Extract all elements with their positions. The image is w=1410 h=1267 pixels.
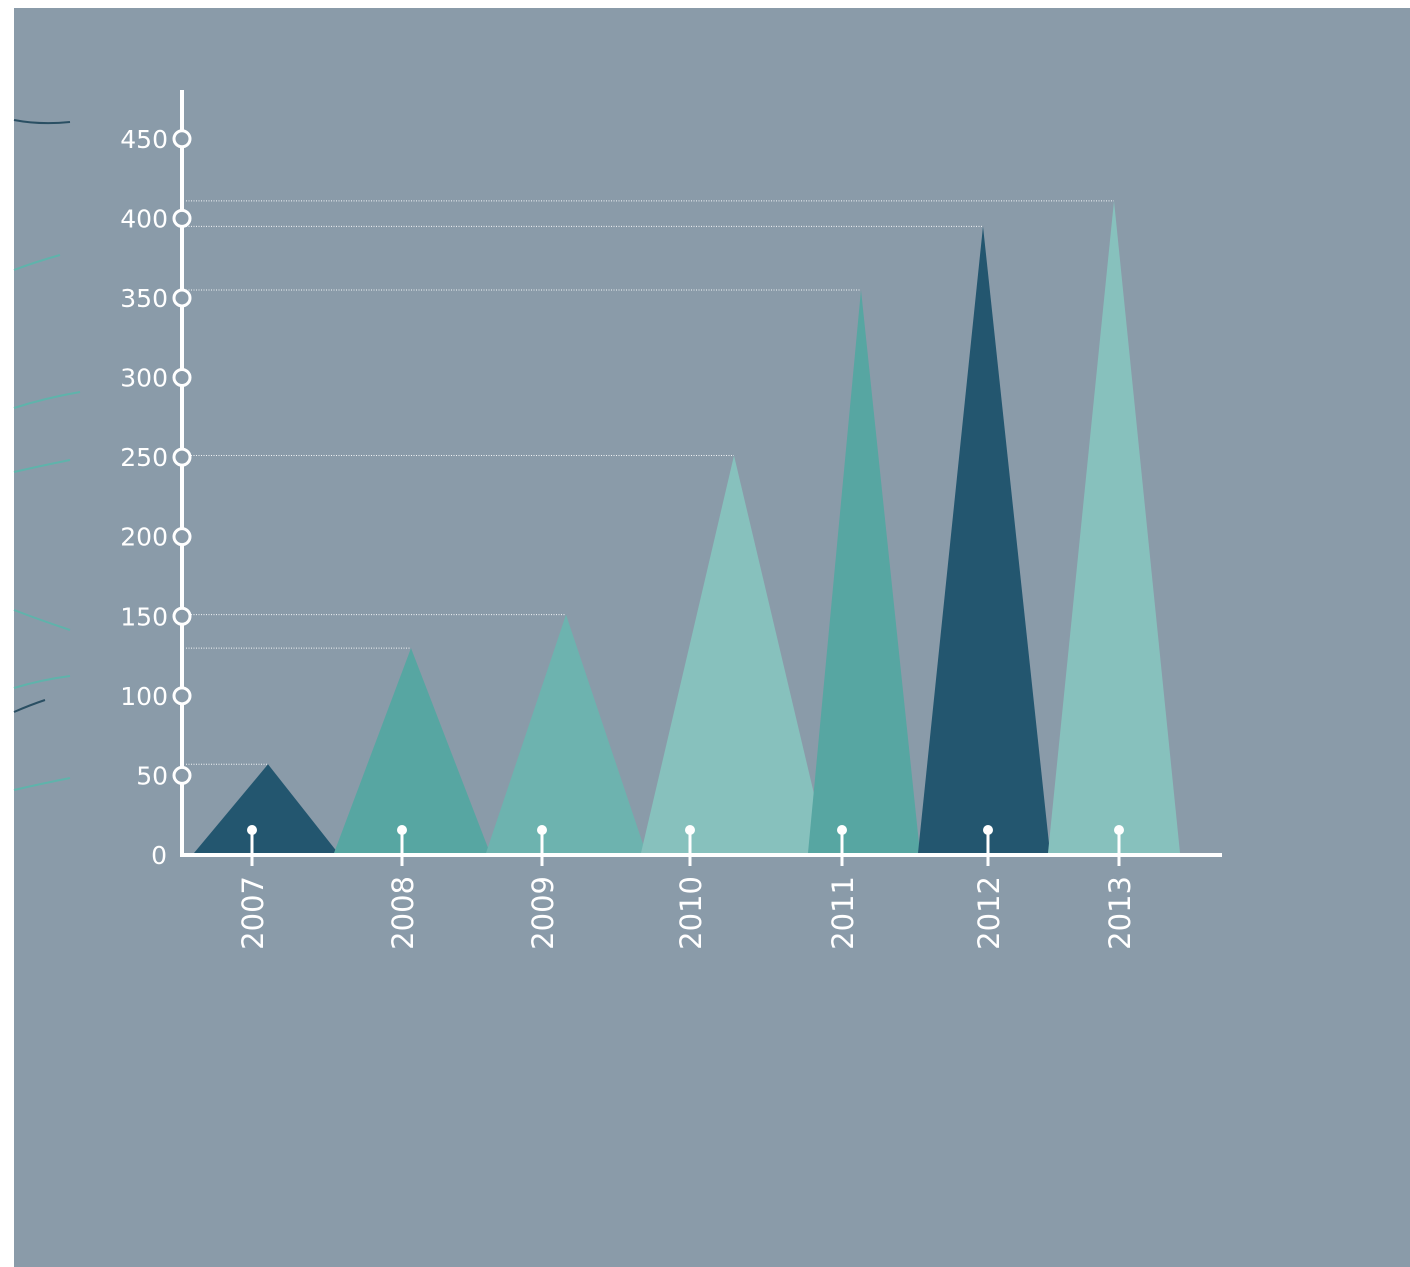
decorative-curves [13, 119, 81, 791]
y-tick-label-50: 50 [136, 761, 168, 790]
x-axis-ticks: 2007 2008 2009 2010 2011 2012 2013 [236, 825, 1137, 950]
y-axis-ticks: 0 50 100 150 200 250 300 350 400 450 [120, 125, 192, 870]
x-tick-dot-2009 [537, 825, 547, 835]
y-tick-marker-250 [172, 447, 192, 467]
y-tick-label-0: 0 [151, 841, 167, 870]
triangle-2010 [641, 455, 828, 853]
triangle-2008 [334, 648, 490, 853]
value-guide-lines [186, 200, 1114, 765]
x-tick-label-2010: 2010 [674, 876, 708, 950]
decor-curve-8 [13, 777, 71, 791]
y-tick-marker-450 [172, 129, 192, 149]
x-tick-label-2008: 2008 [386, 876, 420, 950]
triangle-2012 [918, 226, 1050, 853]
decor-curve-1 [13, 119, 71, 125]
x-tick-dot-2012 [983, 825, 993, 835]
triangle-2013 [1048, 200, 1180, 853]
decor-curve-5 [13, 609, 71, 631]
decor-curve-2 [13, 254, 61, 271]
decor-curve-7 [13, 699, 46, 713]
x-tick-label-2011: 2011 [826, 876, 860, 950]
triangle-2011 [808, 289, 920, 853]
y-tick-label-450: 450 [120, 125, 168, 154]
y-tick-label-250: 250 [120, 443, 168, 472]
triangle-2009 [486, 614, 646, 853]
y-tick-marker-300 [172, 368, 192, 388]
x-tick-dot-2011 [837, 825, 847, 835]
triangle-2007 [194, 764, 338, 853]
y-tick-label-100: 100 [120, 682, 168, 711]
y-tick-label-350: 350 [120, 284, 168, 313]
y-tick-label-200: 200 [120, 523, 168, 552]
triangle-series [194, 200, 1180, 853]
y-tick-label-400: 400 [120, 204, 168, 233]
y-tick-marker-50 [172, 765, 192, 785]
x-tick-dot-2008 [397, 825, 407, 835]
y-tick-label-150: 150 [120, 602, 168, 631]
x-tick-dot-2010 [685, 825, 695, 835]
x-tick-dot-2007 [247, 825, 257, 835]
decor-curve-4 [13, 459, 71, 473]
x-tick-label-2013: 2013 [1103, 876, 1137, 950]
y-tick-marker-350 [172, 288, 192, 308]
x-tick-label-2009: 2009 [526, 876, 560, 950]
decor-curve-6 [13, 675, 71, 689]
y-tick-marker-150 [172, 606, 192, 626]
y-tick-marker-400 [172, 208, 192, 228]
x-tick-dot-2013 [1114, 825, 1124, 835]
y-tick-marker-100 [172, 686, 192, 706]
decor-curve-3 [13, 391, 81, 409]
y-tick-label-300: 300 [120, 364, 168, 393]
x-tick-label-2007: 2007 [236, 876, 270, 950]
x-tick-label-2012: 2012 [972, 876, 1006, 950]
y-tick-marker-200 [172, 527, 192, 547]
